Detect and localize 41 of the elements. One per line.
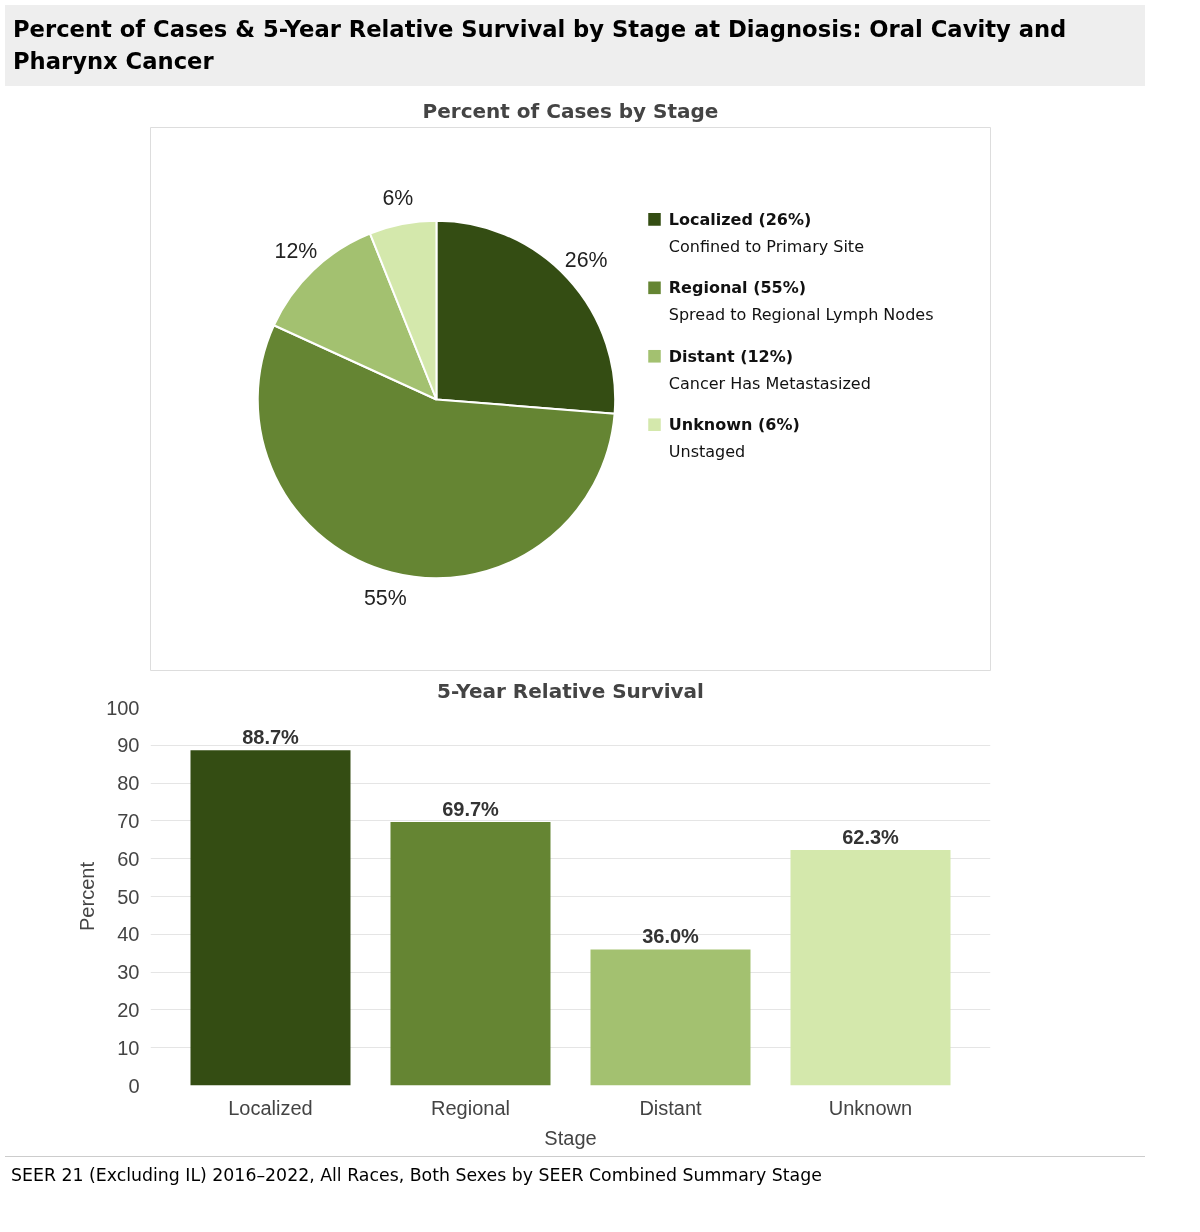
y-tick-label: 30 [117, 960, 140, 983]
text: Unstaged [668, 441, 746, 461]
y-axis-title: Percent [76, 861, 99, 931]
x-tick-label: Localized [228, 1096, 313, 1119]
data-label: 12% [274, 238, 318, 263]
bar [790, 849, 951, 1086]
x-tick-label: Distant [639, 1096, 703, 1119]
legend-label: Distant (12%) [668, 346, 794, 366]
y-tick-label: 100 [106, 696, 140, 719]
x-axis-title: Stage [544, 1126, 597, 1149]
bar [190, 749, 351, 1086]
data-label: 6% [382, 185, 414, 210]
chart-title: 5-Year Relative Survival [437, 678, 704, 703]
legend-label: Localized (26%) [668, 209, 812, 229]
text: Spread to Regional Lymph Nodes [668, 305, 934, 325]
legend-label: Unknown (6%) [668, 414, 800, 434]
chart-subtitle: Percent of Cases by Stage [422, 98, 719, 123]
text: Confined to Primary Site [668, 236, 864, 256]
x-tick-label: Regional [431, 1096, 510, 1119]
data-label: 26% [564, 247, 608, 272]
text: Cancer Has Metastasized [668, 373, 871, 393]
y-tick-label: 40 [117, 923, 140, 946]
y-tick-label: 80 [117, 771, 140, 794]
text: SEER 21 (Excluding IL) 2016–2022, All Races, Both Sexes by SEER Combined Summary Stage [11, 1163, 822, 1187]
legend-label: Regional (55%) [668, 278, 807, 298]
data-label: 69.7% [442, 797, 500, 820]
y-tick-label: 70 [117, 809, 140, 832]
y-tick-label: 0 [128, 1074, 140, 1097]
data-label: 55% [363, 586, 407, 611]
y-tick-label: 50 [117, 885, 140, 908]
data-label: 62.3% [842, 825, 900, 848]
y-tick-label: 90 [117, 734, 140, 757]
data-label: 36.0% [642, 925, 700, 948]
bar [390, 821, 551, 1086]
y-tick-label: 20 [117, 998, 140, 1021]
bar [590, 949, 751, 1086]
chart-title: Percent of Cases & 5-Year Relative Survival by Stage at Diagnosis: Oral Cavity and Pharynx Cancer [13, 15, 1068, 77]
y-tick-label: 10 [117, 1036, 140, 1059]
y-tick-label: 60 [117, 847, 140, 870]
data-label: 88.7% [242, 725, 300, 748]
x-tick-label: Unknown [828, 1096, 913, 1119]
